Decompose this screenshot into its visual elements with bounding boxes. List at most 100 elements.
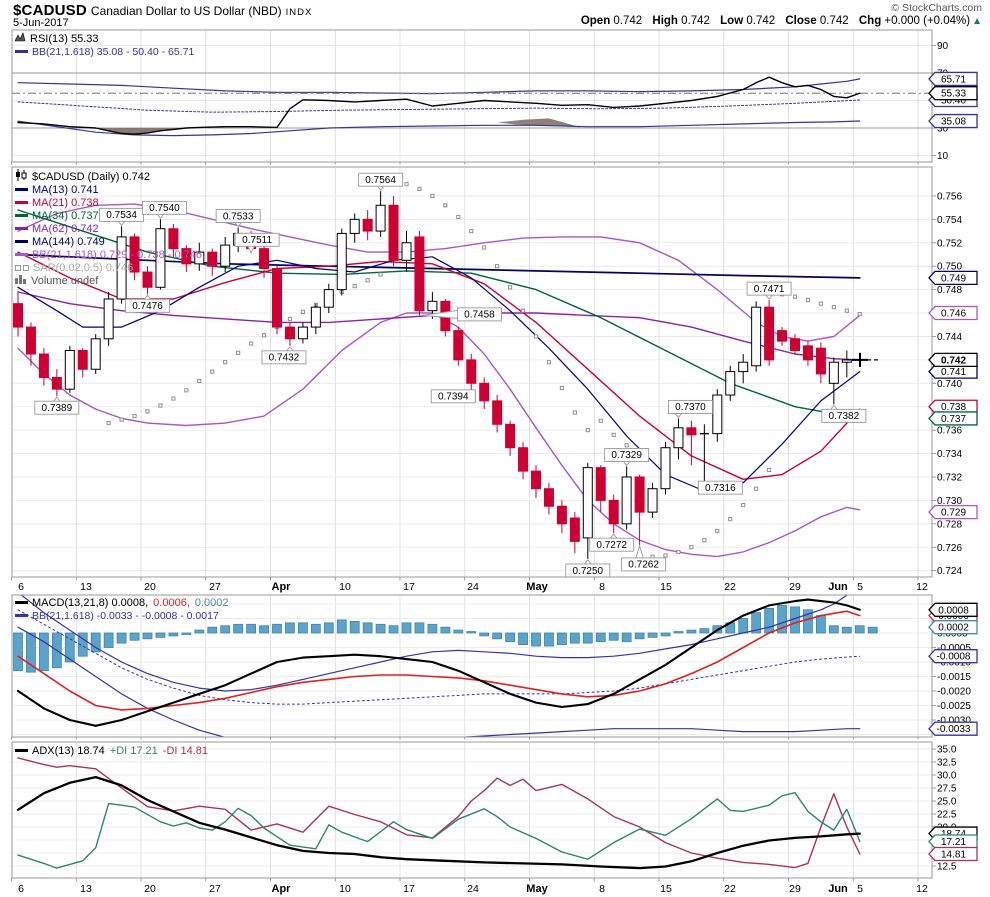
svg-text:0.742: 0.742 bbox=[941, 355, 966, 366]
minus-di-value: -DI 14.81 bbox=[162, 744, 209, 757]
svg-text:15: 15 bbox=[660, 581, 672, 593]
rsi-bb-legend-label: BB(21,1.618) 35.08 - 50.40 - 65.71 bbox=[32, 45, 195, 58]
svg-text:17: 17 bbox=[403, 581, 415, 593]
svg-text:27.5: 27.5 bbox=[937, 784, 957, 795]
svg-text:17.21: 17.21 bbox=[941, 837, 966, 848]
low-value: 0.742 bbox=[746, 15, 776, 27]
svg-text:50.40: 50.40 bbox=[941, 95, 966, 106]
svg-text:0.729: 0.729 bbox=[941, 508, 966, 519]
svg-text:0.0008: 0.0008 bbox=[938, 605, 969, 616]
svg-text:10: 10 bbox=[339, 883, 351, 895]
svg-text:0.756: 0.756 bbox=[937, 191, 962, 202]
rsi-panel bbox=[12, 72, 932, 137]
svg-text:0.740: 0.740 bbox=[937, 379, 962, 390]
svg-text:30: 30 bbox=[937, 124, 949, 135]
svg-text:22: 22 bbox=[724, 581, 736, 593]
svg-text:0.7329: 0.7329 bbox=[611, 450, 642, 461]
macd-bb-legend: BB(21,1.618) -0.0033 - -0.0008 - 0.0017 bbox=[32, 609, 219, 622]
svg-text:-0.0008: -0.0008 bbox=[937, 652, 971, 663]
symbol-name: Canadian Dollar to US Dollar (NBD) bbox=[90, 4, 282, 18]
rsi-legend-label: RSI(13) 55.33 bbox=[30, 32, 99, 45]
chg-label: Chg bbox=[858, 15, 882, 27]
svg-text:5: 5 bbox=[857, 581, 863, 593]
svg-text:0.7272: 0.7272 bbox=[596, 540, 627, 551]
svg-text:29: 29 bbox=[789, 581, 801, 593]
svg-text:0.7471: 0.7471 bbox=[754, 284, 785, 295]
svg-text:May: May bbox=[526, 883, 548, 895]
legend-swatch bbox=[15, 253, 28, 256]
svg-text:-0.0020: -0.0020 bbox=[937, 687, 971, 698]
svg-text:10: 10 bbox=[937, 151, 949, 162]
svg-text:20: 20 bbox=[144, 581, 156, 593]
rsi-legend: RSI(13) 55.33 BB(21,1.618) 35.08 - 50.40… bbox=[14, 32, 195, 58]
svg-text:6: 6 bbox=[18, 883, 24, 895]
svg-text:0.746: 0.746 bbox=[941, 309, 966, 320]
svg-text:0.7382: 0.7382 bbox=[829, 411, 860, 422]
svg-text:22.5: 22.5 bbox=[937, 810, 957, 821]
volume-bars-icon bbox=[15, 274, 27, 287]
svg-text:Apr: Apr bbox=[272, 883, 292, 895]
svg-text:13: 13 bbox=[80, 883, 92, 895]
svg-text:0.7533: 0.7533 bbox=[223, 211, 254, 222]
svg-text:0.737: 0.737 bbox=[941, 414, 966, 425]
svg-text:0.736: 0.736 bbox=[937, 426, 962, 437]
svg-text:0.7534: 0.7534 bbox=[106, 210, 137, 221]
svg-text:Jun: Jun bbox=[828, 883, 848, 895]
svg-text:0.7262: 0.7262 bbox=[628, 560, 659, 571]
macd-hist-value: 0.0002 bbox=[194, 596, 229, 609]
svg-text:0.749: 0.749 bbox=[941, 273, 966, 284]
svg-text:0.750: 0.750 bbox=[937, 262, 962, 273]
svg-text:0.7250: 0.7250 bbox=[573, 566, 604, 577]
svg-text:-0.0025: -0.0025 bbox=[937, 701, 971, 712]
legend-swatch bbox=[15, 240, 28, 243]
legend-swatch bbox=[15, 214, 28, 217]
svg-text:12: 12 bbox=[916, 883, 928, 895]
high-value: 0.742 bbox=[681, 15, 710, 27]
open-value: 0.742 bbox=[613, 15, 643, 27]
svg-text:-0.0015: -0.0015 bbox=[937, 672, 971, 683]
copyright: © StockCharts.com bbox=[891, 2, 982, 14]
svg-text:0.724: 0.724 bbox=[937, 566, 962, 577]
svg-text:12.5: 12.5 bbox=[937, 861, 957, 872]
close-label: Close bbox=[785, 15, 817, 27]
svg-text:0.7389: 0.7389 bbox=[42, 403, 73, 414]
svg-text:14.81: 14.81 bbox=[941, 849, 966, 860]
low-label: Low bbox=[720, 15, 744, 27]
svg-text:0.748: 0.748 bbox=[937, 285, 962, 296]
svg-text:65.71: 65.71 bbox=[941, 74, 966, 85]
svg-text:0.7370: 0.7370 bbox=[675, 402, 706, 413]
svg-text:Jun: Jun bbox=[828, 581, 848, 593]
svg-text:0.734: 0.734 bbox=[937, 449, 962, 460]
svg-text:0.7432: 0.7432 bbox=[269, 353, 300, 364]
svg-text:27: 27 bbox=[209, 581, 221, 593]
svg-text:0.7476: 0.7476 bbox=[132, 301, 163, 312]
ma144-legend: MA(144) 0.749 bbox=[32, 235, 105, 248]
svg-text:0.7458: 0.7458 bbox=[464, 310, 495, 321]
ma62-legend: MA(62) 0.742 bbox=[32, 222, 99, 235]
macd-legend-value: MACD(13,21,8) 0.0008, bbox=[32, 596, 149, 609]
svg-text:17: 17 bbox=[403, 883, 415, 895]
chart-date: 5-Jun-2017 bbox=[13, 17, 69, 29]
svg-text:12: 12 bbox=[916, 581, 928, 593]
x-axis-rows: 6 6 13 13 20 20 27 27 Apr Apr 10 10 17 17 24 24 May May 8 8… bbox=[11, 162, 928, 895]
legend-swatch bbox=[15, 227, 28, 230]
svg-text:0.7540: 0.7540 bbox=[149, 203, 180, 214]
svg-text:-0.0030: -0.0030 bbox=[937, 716, 971, 727]
svg-text:8: 8 bbox=[599, 581, 605, 593]
candlestick-icon bbox=[15, 169, 28, 184]
svg-text:0.741: 0.741 bbox=[941, 367, 966, 378]
svg-text:0.732: 0.732 bbox=[937, 472, 962, 483]
svg-text:0.744: 0.744 bbox=[937, 332, 962, 343]
sar-legend: SAR(0.02,0.5) 0.746 bbox=[33, 261, 134, 274]
svg-text:24: 24 bbox=[467, 581, 479, 593]
svg-text:27: 27 bbox=[209, 883, 221, 895]
ma13-legend: MA(13) 0.741 bbox=[32, 183, 99, 196]
svg-text:30.0: 30.0 bbox=[937, 771, 957, 782]
svg-text:5: 5 bbox=[857, 883, 863, 895]
sar-dot-icon bbox=[15, 264, 21, 271]
svg-text:0.7316: 0.7316 bbox=[705, 483, 736, 494]
ma34-legend: MA(34) 0.737 bbox=[32, 209, 99, 222]
svg-text:25.0: 25.0 bbox=[937, 797, 957, 808]
symbol: $CADUSD bbox=[13, 2, 87, 19]
